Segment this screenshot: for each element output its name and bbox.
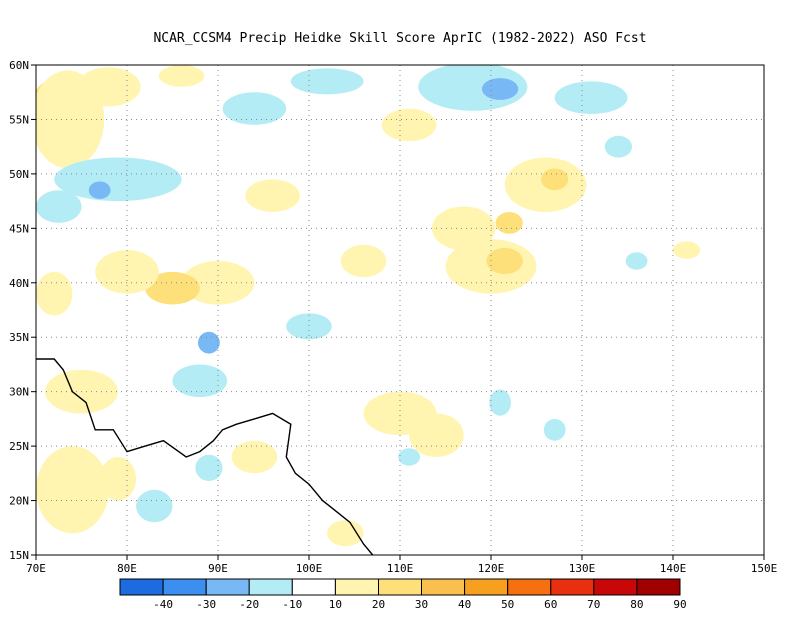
skill-region xyxy=(145,271,200,305)
skill-region xyxy=(99,457,137,501)
skill-region xyxy=(481,78,519,100)
colorbar-label: -20 xyxy=(239,598,259,611)
colorbar-swatch xyxy=(550,578,595,596)
lat-lon-gridlines xyxy=(36,65,764,555)
skill-region xyxy=(327,520,364,547)
skill-region xyxy=(625,252,648,270)
lat-tick-label: 25N xyxy=(9,440,29,453)
lon-tick-label: 90E xyxy=(208,562,228,575)
skill-region xyxy=(245,179,300,212)
colorbar-label: 90 xyxy=(673,598,686,611)
colorbar-label: 30 xyxy=(415,598,428,611)
colorbar-swatch xyxy=(248,578,293,596)
lat-tick-label: 45N xyxy=(9,222,29,235)
lon-tick-label: 110E xyxy=(387,562,414,575)
colorbar-swatch xyxy=(291,578,336,596)
colorbar: -40 -30 -20 -10 10 20 30 40 50 60 70 80 90 xyxy=(119,578,687,611)
skill-region xyxy=(231,440,278,474)
skill-region xyxy=(489,389,511,416)
skill-region xyxy=(95,250,159,294)
colorbar-label: -30 xyxy=(196,598,216,611)
skill-region xyxy=(172,364,228,398)
lon-tick-label: 120E xyxy=(478,562,505,575)
colorbar-label: 10 xyxy=(329,598,342,611)
colorbar-swatch xyxy=(119,578,164,596)
colorbar-swatch xyxy=(464,578,509,596)
border-line xyxy=(36,358,374,555)
skill-region xyxy=(554,81,628,114)
lat-tick-label: 15N xyxy=(9,549,29,562)
skill-region xyxy=(398,448,420,466)
colorbar-label: 20 xyxy=(372,598,385,611)
lon-tick-label: 130E xyxy=(569,562,596,575)
skill-region xyxy=(604,135,633,158)
lon-tick-label: 140E xyxy=(660,562,687,575)
colorbar-swatch xyxy=(205,578,250,596)
skill-region xyxy=(495,212,523,234)
colorbar-swatch xyxy=(378,578,423,596)
lon-tick-label: 150E xyxy=(751,562,778,575)
lat-tick-label: 60N xyxy=(9,59,29,72)
skill-region xyxy=(136,489,173,523)
lat-tick-label: 35N xyxy=(9,331,29,344)
lat-tick-label: 20N xyxy=(9,495,29,508)
colorbar-swatch xyxy=(334,578,379,596)
colorbar-label: 50 xyxy=(501,598,514,611)
skill-region xyxy=(409,413,464,458)
skill-score-regions xyxy=(36,65,701,547)
lon-tick-label: 80E xyxy=(117,562,137,575)
skill-region xyxy=(673,241,701,259)
lat-tick-label: 30N xyxy=(9,386,29,399)
skill-region xyxy=(486,247,523,275)
skill-region xyxy=(195,454,223,481)
lon-tick-label: 70E xyxy=(26,562,46,575)
map-title: NCAR_CCSM4 Precip Heidke Skill Score Apr… xyxy=(153,31,646,46)
skill-region xyxy=(286,313,332,340)
skill-region xyxy=(381,108,437,142)
skill-region xyxy=(54,157,182,202)
colorbar-label: 70 xyxy=(587,598,600,611)
colorbar-swatch xyxy=(593,578,638,596)
skill-region xyxy=(181,261,255,305)
axis-ticks: 70E 80E 90E 100E 110E 120E 130E 140E 150E 60N 55N 5… xyxy=(9,59,777,575)
colorbar-label: -40 xyxy=(153,598,173,611)
lon-tick-label: 100E xyxy=(296,562,323,575)
colorbar-swatch xyxy=(421,578,466,596)
colorbar-label: 80 xyxy=(630,598,643,611)
colorbar-swatch xyxy=(507,578,552,596)
skill-region xyxy=(36,271,73,316)
skill-region xyxy=(340,244,387,278)
coastline-boundaries xyxy=(36,358,374,555)
skill-region xyxy=(431,206,496,251)
colorbar-swatch xyxy=(636,578,681,596)
skill-region xyxy=(198,331,220,354)
skill-region xyxy=(158,65,205,87)
skill-region xyxy=(36,190,82,223)
skill-region xyxy=(36,446,109,534)
colorbar-swatch xyxy=(162,578,207,596)
skill-region xyxy=(543,418,566,441)
colorbar-label: 60 xyxy=(544,598,557,611)
lat-tick-label: 55N xyxy=(9,113,29,126)
lat-tick-label: 40N xyxy=(9,277,29,290)
colorbar-label: 40 xyxy=(458,598,471,611)
skill-region xyxy=(222,92,287,125)
lat-tick-label: 50N xyxy=(9,168,29,181)
skill-region xyxy=(290,68,364,95)
skill-region xyxy=(88,181,111,199)
skill-region xyxy=(77,67,141,107)
colorbar-label: -10 xyxy=(282,598,302,611)
skill-region xyxy=(541,168,569,191)
